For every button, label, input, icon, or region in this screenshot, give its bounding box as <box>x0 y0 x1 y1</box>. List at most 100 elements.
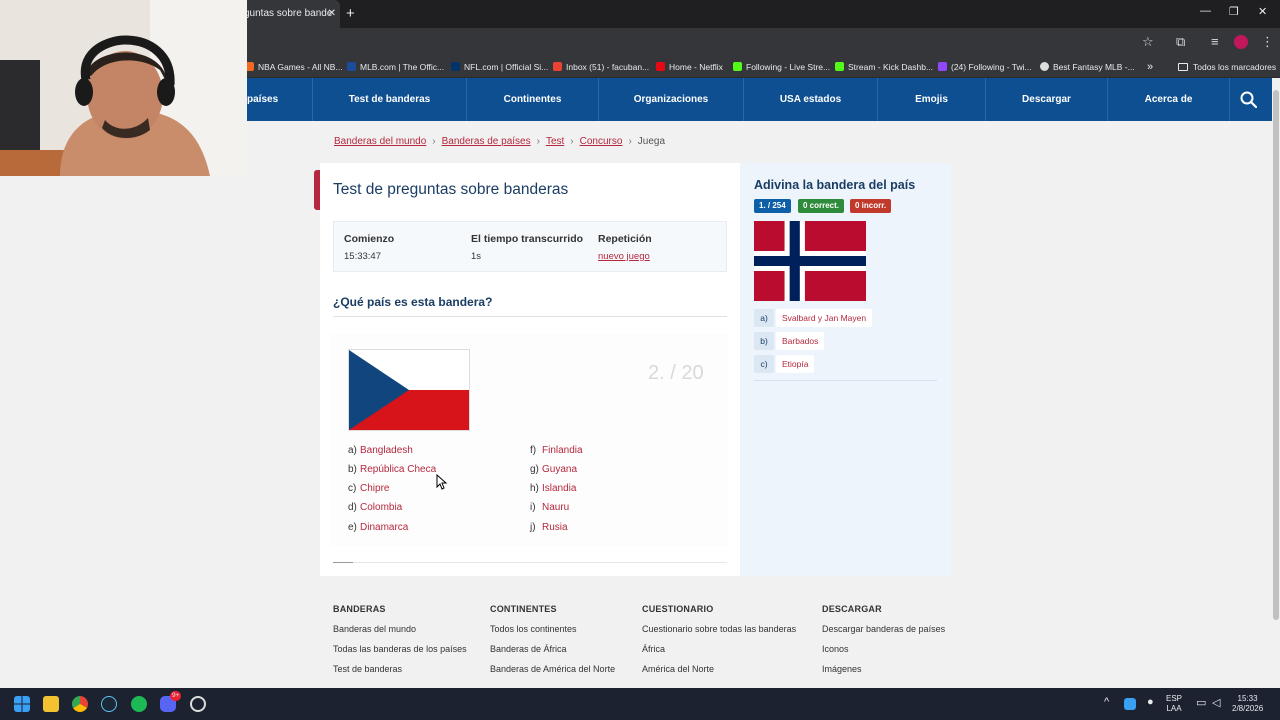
breadcrumb-concurso[interactable]: Concurso <box>579 136 623 147</box>
file-explorer-icon[interactable] <box>43 696 59 712</box>
tray-app-icon[interactable] <box>1124 698 1136 710</box>
bookmark-mlb[interactable]: MLB.com | The Offic... <box>347 56 444 78</box>
network-icon[interactable]: ▭ <box>1196 697 1207 709</box>
footer-link[interactable]: Banderas de América del Norte <box>490 664 616 674</box>
page-scrollbar[interactable] <box>1272 78 1280 688</box>
side-quiz-title: Adivina la bandera del país <box>754 178 916 192</box>
chrome-icon[interactable] <box>72 696 88 712</box>
footer-link[interactable]: Todos los continentes <box>490 624 577 634</box>
answer-option-a[interactable]: a) Bangladesh <box>348 445 413 456</box>
nav-descargar[interactable]: Descargar <box>986 78 1108 121</box>
app-icon[interactable] <box>190 696 206 712</box>
bookmark-nfl[interactable]: NFL.com | Official Si... <box>451 56 548 78</box>
divider <box>333 562 353 563</box>
tray-chevron-icon[interactable]: ^ <box>1104 696 1110 708</box>
breadcrumb: Banderas del mundo › Banderas de países › Te… <box>334 136 666 147</box>
nav-paises[interactable]: países <box>247 78 313 121</box>
profile-avatar-icon[interactable] <box>1234 35 1248 49</box>
answer-option-c[interactable]: c) Chipre <box>348 483 390 494</box>
breadcrumb-test[interactable]: Test <box>545 136 565 147</box>
question-counter: 2. / 20 <box>648 362 704 384</box>
microphone-icon[interactable]: ● <box>1147 696 1154 708</box>
bookmark-star-icon[interactable]: ☆ <box>1142 34 1154 49</box>
footer-link[interactable]: Descargar banderas de países <box>822 624 946 634</box>
footer-link[interactable]: Banderas de África <box>490 644 567 654</box>
search-icon[interactable] <box>1238 89 1260 111</box>
bookmark-twitch[interactable]: (24) Following - Twi... <box>938 56 1032 78</box>
tab-title: guntas sobre bande <box>244 8 333 19</box>
nav-emojis[interactable]: Emojis <box>878 78 986 121</box>
footer-link[interactable]: América del Norte <box>642 664 715 674</box>
nav-test-banderas[interactable]: Test de banderas <box>313 78 467 121</box>
bookmark-gmail[interactable]: Inbox (51) - facuban... <box>553 56 649 78</box>
footer-link[interactable]: Iconos <box>822 644 849 654</box>
side-count-badge: 1. / 254 <box>754 199 791 213</box>
language-indicator[interactable]: ESP LAA <box>1166 694 1183 713</box>
bookmark-kick-following[interactable]: Following - Live Stre... <box>733 56 830 78</box>
title-accent-bar <box>314 170 320 210</box>
nav-usa-estados[interactable]: USA estados <box>744 78 878 121</box>
scrollbar-thumb[interactable] <box>1273 90 1279 620</box>
answer-option-d[interactable]: d) Colombia <box>348 502 403 513</box>
footer-link[interactable]: Cuestionario sobre todas las banderas <box>642 624 797 634</box>
all-bookmarks-folder[interactable]: Todos los marcadores <box>1178 56 1276 78</box>
windows-start-icon[interactable] <box>14 696 30 712</box>
footer-link[interactable]: África <box>642 644 666 654</box>
nfl-icon <box>451 62 460 71</box>
breadcrumb-banderas-paises[interactable]: Banderas de países <box>441 136 531 147</box>
new-tab-icon[interactable]: + <box>346 5 355 22</box>
footer-link[interactable]: Banderas del mundo <box>333 624 417 634</box>
nav-acerca-de[interactable]: Acerca de <box>1108 78 1230 121</box>
footer-link[interactable]: Todas las banderas de los países <box>333 644 467 654</box>
bookmark-kick-dashboard[interactable]: Stream - Kick Dashb... <box>835 56 933 78</box>
spotify-icon[interactable] <box>131 696 147 712</box>
divider <box>754 380 937 381</box>
czech-flag-image <box>348 349 470 431</box>
nav-continentes[interactable]: Continentes <box>467 78 599 121</box>
quiz-stats: Comienzo 15:33:47 El tiempo transcurrido… <box>333 221 727 272</box>
bookmark-fantasy-mlb[interactable]: Best Fantasy MLB -... <box>1040 56 1135 78</box>
system-clock[interactable]: 15:33 2/8/2026 <box>1232 694 1264 713</box>
tab-close-icon[interactable]: ✕ <box>327 8 336 19</box>
folder-icon <box>1178 63 1188 71</box>
mlb-icon <box>347 62 356 71</box>
footer-link[interactable]: Test de banderas <box>333 664 403 674</box>
answer-option-i[interactable]: i) Nauru <box>530 502 570 513</box>
divider <box>333 562 727 563</box>
twitch-icon <box>938 62 947 71</box>
volume-icon[interactable]: ◁ <box>1212 697 1221 709</box>
stat-elapsed: El tiempo transcurrido 1s <box>471 233 584 262</box>
bookmark-netflix[interactable]: Home - Netflix <box>656 56 723 78</box>
bookmarks-bar: NBA Games - All NB... MLB.com | The Offi… <box>0 56 1280 78</box>
page-title: Test de preguntas sobre banderas <box>333 181 569 198</box>
browser-menu-icon[interactable]: ⋮ <box>1261 34 1274 49</box>
answer-option-h[interactable]: h) Islandia <box>530 483 577 494</box>
answer-option-f[interactable]: f) Finlandia <box>530 445 583 456</box>
media-control-icon[interactable]: ≡ <box>1211 34 1219 49</box>
question-heading: ¿Qué país es esta bandera? <box>333 295 493 309</box>
maximize-icon[interactable]: ❐ <box>1229 6 1239 18</box>
footer-col-descargar: DESCARGAR Descargar banderas de países I… <box>822 604 946 674</box>
browser-tab-active[interactable]: guntas sobre bande ✕ <box>238 0 340 28</box>
footer-col-banderas: BANDERAS Banderas del mundo Todas las ba… <box>333 604 467 674</box>
steam-icon[interactable] <box>101 696 117 712</box>
footer-link[interactable]: Imágenes <box>822 664 862 674</box>
extensions-icon[interactable]: ⧉ <box>1176 34 1186 49</box>
gmail-icon <box>553 62 562 71</box>
new-game-link[interactable]: nuevo juego <box>598 251 650 262</box>
answer-option-e[interactable]: e) Dinamarca <box>348 522 409 533</box>
bookmarks-overflow-icon[interactable]: » <box>1147 61 1154 73</box>
footer-col-continentes: CONTINENTES Todos los continentes Bander… <box>490 604 616 674</box>
nav-organizaciones[interactable]: Organizaciones <box>599 78 744 121</box>
footer-col-cuestionario: CUESTIONARIO Cuestionario sobre todas la… <box>642 604 797 674</box>
discord-badge: 9+ <box>170 691 182 701</box>
close-window-icon[interactable]: ✕ <box>1258 6 1268 18</box>
bookmark-nba[interactable]: NBA Games - All NB... <box>245 56 343 78</box>
minimize-icon[interactable]: — <box>1200 5 1211 17</box>
answer-option-j[interactable]: j) Rusia <box>530 522 568 533</box>
webcam-overlay <box>0 0 247 176</box>
breadcrumb-banderas-mundo[interactable]: Banderas del mundo <box>334 136 427 147</box>
mouse-cursor-icon <box>436 474 448 490</box>
answer-option-b[interactable]: b) República Checa <box>348 464 437 475</box>
answer-option-g[interactable]: g) Guyana <box>530 464 578 475</box>
